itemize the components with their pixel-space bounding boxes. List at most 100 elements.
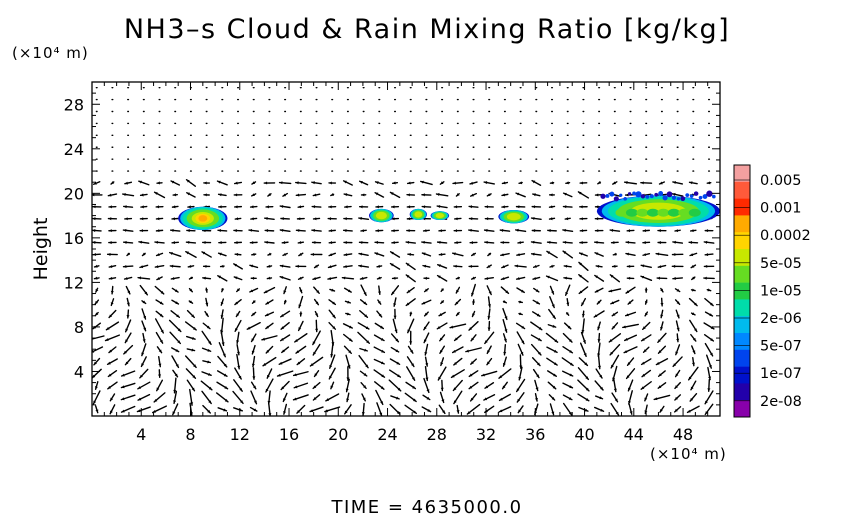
- wind-vector-head: [485, 205, 489, 209]
- wind-vector-head: [312, 240, 316, 245]
- wind-vector-head: [347, 364, 351, 369]
- x-tick-label: 44: [624, 425, 644, 444]
- wind-vector-head: [595, 205, 599, 209]
- wind-vector-head: [703, 276, 707, 280]
- wind-vector-head: [625, 193, 629, 197]
- wind-vector-head: [361, 193, 365, 197]
- colorbar-swatch: [734, 316, 750, 334]
- wind-vector-head: [293, 397, 297, 401]
- wind-vector-head: [533, 276, 537, 280]
- wind-vector-head: [501, 277, 505, 281]
- wind-vector-head: [239, 387, 243, 392]
- wind-vector-head: [487, 316, 491, 320]
- wind-vector-head: [600, 408, 604, 412]
- wind-vector-head: [584, 408, 588, 412]
- cloud-speck: [654, 192, 659, 197]
- wind-vector-head: [110, 290, 114, 294]
- wind-vector-head: [325, 398, 330, 401]
- wind-vector-head: [456, 410, 460, 414]
- wind-vector-head: [690, 397, 694, 402]
- wind-vector-head: [581, 329, 585, 333]
- wind-vector-head: [520, 351, 524, 356]
- wind-vector-head: [342, 276, 346, 280]
- wind-vector-head: [380, 337, 385, 341]
- wind-vector-head: [251, 350, 255, 354]
- colorbar-swatch: [734, 215, 750, 233]
- colorbar-label: 2e-08: [760, 394, 802, 410]
- wind-vector-head: [121, 409, 125, 413]
- cloud-speck: [702, 194, 708, 200]
- wind-vector-head: [110, 302, 114, 306]
- wind-vector-head: [485, 217, 489, 221]
- wind-vector-head: [624, 181, 628, 185]
- wind-vector-head: [547, 229, 551, 233]
- wind-vector-head: [676, 301, 680, 305]
- wind-vector-head: [709, 352, 713, 356]
- wind-vector-head: [344, 205, 348, 209]
- cloud-core: [625, 208, 638, 217]
- colorbar-swatch: [734, 265, 750, 283]
- wind-vector-head: [516, 192, 520, 196]
- wind-vector-head: [626, 375, 630, 379]
- cloud-core: [636, 208, 649, 217]
- wind-vector-head: [391, 291, 395, 295]
- wind-vector-head: [203, 181, 207, 185]
- wind-vector-head: [658, 350, 662, 354]
- wind-vector-head: [160, 290, 164, 294]
- colorbar-swatch: [734, 282, 750, 300]
- wind-vector-head: [532, 193, 536, 197]
- wind-vector-head: [267, 400, 271, 404]
- wind-vector-head: [109, 276, 113, 280]
- wind-vector-head: [249, 289, 254, 293]
- wind-vector-head: [267, 252, 272, 256]
- wind-vector-head: [425, 377, 429, 381]
- wind-vector-head: [261, 337, 266, 341]
- wind-vector-head: [565, 292, 569, 296]
- wind-vector-head: [581, 302, 585, 306]
- cloud-layer: [414, 211, 423, 218]
- x-tick-label: 48: [673, 425, 693, 444]
- wind-vector-head: [202, 276, 206, 280]
- wind-vector-head: [566, 302, 570, 306]
- wind-vector-head: [185, 251, 189, 255]
- wind-vector-head: [176, 314, 180, 318]
- wind-vector-head: [109, 205, 112, 209]
- wind-vector-head: [659, 409, 663, 413]
- wind-vector-head: [675, 229, 679, 233]
- wind-vector-head: [396, 361, 400, 365]
- wind-vector-head: [676, 314, 680, 318]
- wind-vector-head: [234, 205, 238, 209]
- wind-vector-head: [625, 313, 629, 317]
- wind-vector-head: [627, 276, 631, 280]
- y-axis-unit: (×10⁴ m): [12, 44, 89, 62]
- colorbar-swatch: [734, 181, 750, 199]
- wind-vector-head: [503, 300, 507, 303]
- wind-vector-head: [531, 216, 535, 220]
- wind-vector-head: [140, 229, 143, 233]
- wind-vector-head: [220, 264, 224, 268]
- wind-vector-head: [249, 228, 252, 232]
- colorbar-label: 5e-07: [760, 339, 802, 355]
- wind-vector-head: [710, 326, 714, 329]
- wind-vector-head: [583, 353, 587, 357]
- wind-vector-head: [407, 289, 411, 293]
- wind-vector-head: [551, 396, 555, 401]
- wind-vector-head: [346, 312, 351, 316]
- wind-vector-head: [406, 240, 410, 244]
- wind-vector-head: [236, 288, 240, 292]
- wind-vector-head: [344, 410, 348, 414]
- wind-vector-head: [193, 364, 197, 368]
- wind-vector-head: [170, 264, 174, 268]
- wind-vector-head: [658, 373, 662, 377]
- wind-vector-head: [297, 217, 301, 221]
- wind-vector-head: [137, 386, 142, 389]
- wind-vector-head: [94, 264, 98, 268]
- wind-vector-head: [407, 205, 411, 209]
- wind-vector-head: [456, 312, 460, 316]
- wind-vector-head: [707, 388, 711, 392]
- x-tick-label: 20: [328, 425, 348, 444]
- wind-vector-head: [343, 180, 347, 184]
- cloud-speck: [609, 191, 615, 197]
- wind-vector-head: [705, 229, 709, 233]
- wind-vector-head: [390, 251, 394, 255]
